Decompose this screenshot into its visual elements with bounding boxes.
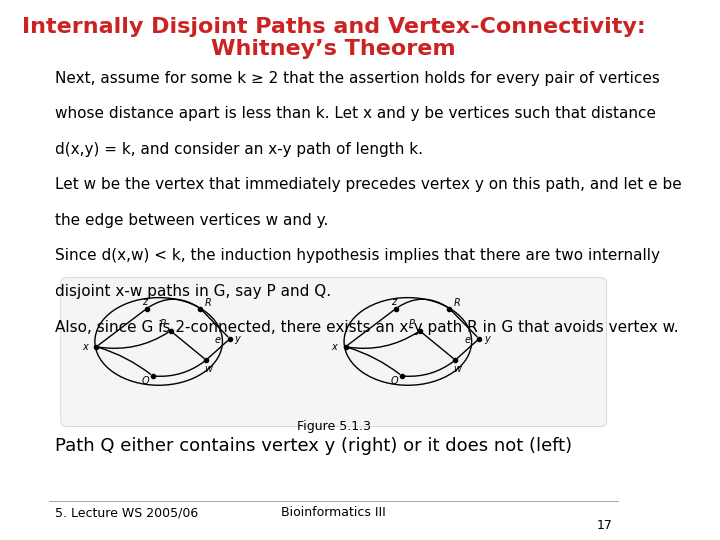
Text: P: P [160, 319, 166, 329]
Text: Figure 5.1.3: Figure 5.1.3 [297, 420, 371, 433]
Text: Since d(x,w) < k, the induction hypothesis implies that there are two internally: Since d(x,w) < k, the induction hypothes… [55, 248, 660, 264]
Text: Next, assume for some k ≥ 2 that the assertion holds for every pair of vertices: Next, assume for some k ≥ 2 that the ass… [55, 71, 660, 85]
Text: d(x,y) = k, and consider an x-y path of length k.: d(x,y) = k, and consider an x-y path of … [55, 141, 423, 157]
Text: Internally Disjoint Paths and Vertex-Connectivity:: Internally Disjoint Paths and Vertex-Con… [22, 17, 646, 37]
Text: 5. Lecture WS 2005/06: 5. Lecture WS 2005/06 [55, 506, 198, 519]
Text: z: z [391, 296, 396, 307]
Text: Bioinformatics III: Bioinformatics III [282, 506, 386, 519]
Text: w: w [454, 364, 462, 374]
Text: P: P [409, 319, 415, 329]
Text: the edge between vertices w and y.: the edge between vertices w and y. [55, 213, 328, 228]
Text: y: y [484, 334, 490, 344]
Text: e: e [215, 335, 221, 345]
Text: Let w be the vertex that immediately precedes vertex y on this path, and let e b: Let w be the vertex that immediately pre… [55, 177, 682, 192]
Text: y: y [235, 334, 240, 344]
Text: Path Q either contains vertex y (right) or it does not (left): Path Q either contains vertex y (right) … [55, 437, 572, 455]
Text: R: R [454, 298, 461, 308]
Text: Q: Q [141, 376, 149, 387]
Text: Whitney’s Theorem: Whitney’s Theorem [212, 39, 456, 59]
Text: disjoint x-w paths in G, say P and Q.: disjoint x-w paths in G, say P and Q. [55, 284, 331, 299]
Text: Q: Q [390, 376, 398, 387]
Text: w: w [204, 364, 212, 374]
Text: z: z [142, 296, 147, 307]
Text: x: x [82, 342, 88, 352]
Text: e: e [464, 335, 470, 345]
Text: whose distance apart is less than k. Let x and y be vertices such that distance: whose distance apart is less than k. Let… [55, 106, 656, 121]
FancyBboxPatch shape [60, 278, 607, 427]
Text: x: x [331, 342, 337, 352]
Text: R: R [204, 298, 211, 308]
Text: 17: 17 [597, 519, 613, 532]
Text: Also, since G is 2-connected, there exists an x-y path R in G that avoids vertex: Also, since G is 2-connected, there exis… [55, 320, 678, 335]
